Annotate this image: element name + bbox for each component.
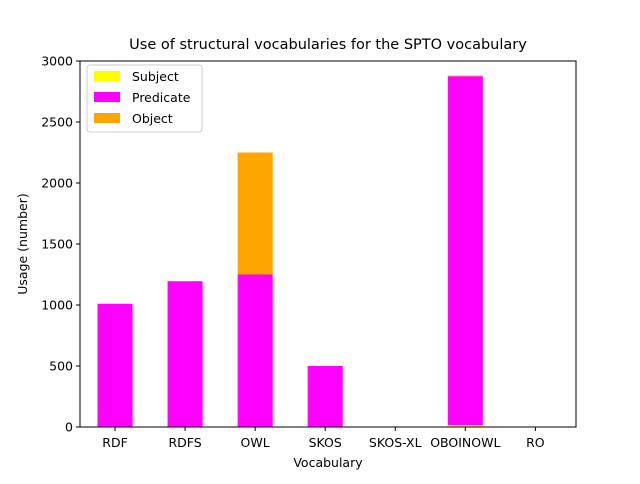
x-tick-label: OBOINOWL xyxy=(430,435,500,450)
bar-object-owl xyxy=(237,152,273,275)
y-tick-label: 2500 xyxy=(41,115,73,130)
legend-swatch-predicate xyxy=(94,92,120,102)
y-tick-label: 3000 xyxy=(41,54,73,69)
legend-label-predicate: Predicate xyxy=(132,90,191,105)
chart-title: Use of structural vocabularies for the S… xyxy=(129,37,527,53)
x-tick-label: RDFS xyxy=(168,435,201,450)
bar-predicate-oboinowl xyxy=(447,76,483,426)
bar-predicate-owl xyxy=(237,274,273,427)
legend-swatch-object xyxy=(94,113,120,123)
legend-swatch-subject xyxy=(94,71,120,81)
x-axis-label: Vocabulary xyxy=(293,455,363,470)
y-tick-label: 1000 xyxy=(41,298,73,313)
y-tick-label: 0 xyxy=(65,420,73,435)
legend: Subject Predicate Object xyxy=(86,64,203,133)
legend-label-object: Object xyxy=(132,111,173,126)
bar-predicate-rdf xyxy=(97,303,133,427)
y-axis: 0 500 1000 1500 2000 2500 3000 xyxy=(41,54,80,435)
x-tick-label: RO xyxy=(526,435,545,450)
x-tick-label: RDF xyxy=(102,435,128,450)
x-axis: RDF RDFS OWL SKOS SKOS-XL OBOINOWL RO xyxy=(102,427,545,450)
bar-object-oboinowl xyxy=(447,75,483,77)
bar-predicate-rdfs xyxy=(167,281,203,427)
y-tick-label: 500 xyxy=(49,359,73,374)
y-tick-label: 1500 xyxy=(41,237,73,252)
y-tick-label: 2000 xyxy=(41,176,73,191)
x-tick-label: OWL xyxy=(241,435,270,450)
x-tick-label: SKOS-XL xyxy=(369,435,422,450)
bars-layer xyxy=(97,75,483,427)
y-axis-label: Usage (number) xyxy=(15,193,30,294)
legend-label-subject: Subject xyxy=(132,69,179,84)
x-tick-label: SKOS xyxy=(309,435,342,450)
bar-subject-oboinowl xyxy=(447,425,483,427)
bar-predicate-skos xyxy=(307,366,343,427)
